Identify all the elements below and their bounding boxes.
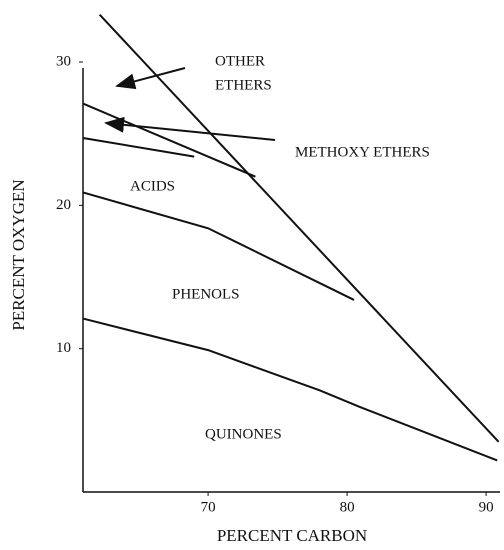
annotation: PHENOLS — [172, 286, 240, 302]
line — [98, 14, 500, 443]
y-tick-label: 20 — [56, 197, 71, 213]
annotation: QUINONES — [205, 426, 282, 442]
arrow — [104, 116, 276, 141]
annotation: ETHERS — [215, 77, 272, 93]
annotation: METHOXY ETHERS — [295, 144, 430, 160]
annotation: OTHER — [215, 53, 265, 69]
x-tick-label: 90 — [479, 499, 494, 515]
y-axis-label: PERCENT OXYGEN — [9, 179, 28, 330]
x-tick-label: 80 — [340, 499, 355, 515]
y-tick-label: 10 — [56, 340, 71, 356]
arrow — [115, 67, 186, 90]
line — [82, 136, 195, 158]
line — [82, 317, 498, 462]
x-axis-label: PERCENT CARBON — [217, 526, 367, 545]
line — [82, 102, 256, 178]
y-tick-label: 30 — [56, 53, 71, 69]
x-tick-label: 70 — [201, 499, 216, 515]
annotation: ACIDS — [130, 178, 175, 194]
line — [82, 191, 355, 301]
